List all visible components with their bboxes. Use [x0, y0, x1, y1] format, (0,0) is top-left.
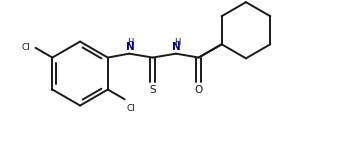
- Text: H: H: [174, 38, 180, 47]
- Text: Cl: Cl: [22, 43, 31, 51]
- Text: H: H: [127, 38, 133, 47]
- Text: Cl: Cl: [127, 104, 135, 113]
- Text: N: N: [172, 42, 181, 52]
- Text: S: S: [149, 85, 156, 95]
- Text: O: O: [195, 85, 203, 95]
- Text: N: N: [126, 42, 134, 52]
